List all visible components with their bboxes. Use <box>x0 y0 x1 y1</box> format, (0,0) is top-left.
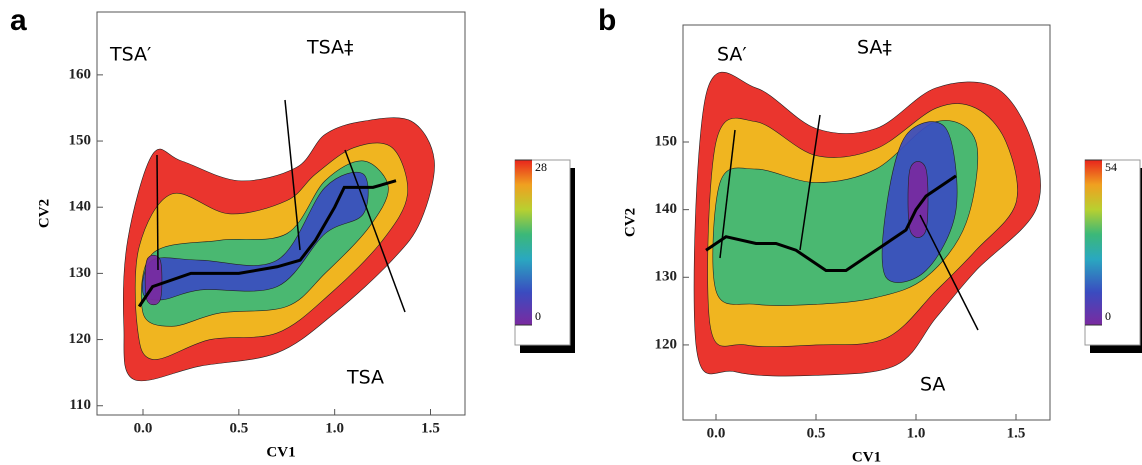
panel-label: a <box>10 4 27 37</box>
y-axis-label: CV2 <box>622 208 638 237</box>
y-tick-label: 150 <box>69 132 92 148</box>
x-tick-label: 1.5 <box>421 420 440 436</box>
annotation: TSA′ <box>109 44 151 66</box>
x-tick-label: 1.0 <box>325 420 344 436</box>
x-tick-label: 1.0 <box>907 425 926 441</box>
colorbar-label: 28 <box>535 160 547 174</box>
colorbar-label: 0 <box>1105 309 1111 323</box>
leader-line <box>157 155 158 270</box>
annotation: TSA‡ <box>306 37 354 59</box>
x-tick-label: 0.5 <box>229 420 248 436</box>
panel-label: b <box>598 4 616 37</box>
annotation: TSA <box>346 367 384 389</box>
figure: a 0.0 0.5 1.0 1.5 110 120 130 140 150 160 CV1 CV2 TSA… <box>0 0 1142 465</box>
annotation: SA‡ <box>857 37 892 59</box>
colorbar <box>515 160 532 325</box>
colorbar-label: 0 <box>535 309 541 323</box>
y-tick-label: 130 <box>69 265 92 281</box>
colorbar-label: 54 <box>1105 160 1117 174</box>
x-tick-label: 1.5 <box>1007 425 1026 441</box>
annotation: SA <box>920 374 945 396</box>
x-tick-label: 0.0 <box>134 420 153 436</box>
y-tick-label: 140 <box>655 201 678 217</box>
y-axis-label: CV2 <box>36 199 52 228</box>
y-tick-label: 160 <box>69 66 92 82</box>
y-tick-label: 120 <box>655 336 678 352</box>
annotation: SA′ <box>717 44 747 66</box>
x-axis-label: CV1 <box>852 449 881 465</box>
energy-region <box>145 255 162 305</box>
x-tick-label: 0.0 <box>707 425 726 441</box>
colorbar <box>1085 160 1102 325</box>
y-tick-label: 140 <box>69 199 92 215</box>
y-tick-label: 150 <box>655 133 678 149</box>
x-axis-label: CV1 <box>266 444 295 460</box>
x-tick-label: 0.5 <box>807 425 826 441</box>
y-tick-label: 110 <box>69 397 91 413</box>
y-tick-label: 130 <box>655 269 678 285</box>
y-tick-label: 120 <box>69 331 92 347</box>
